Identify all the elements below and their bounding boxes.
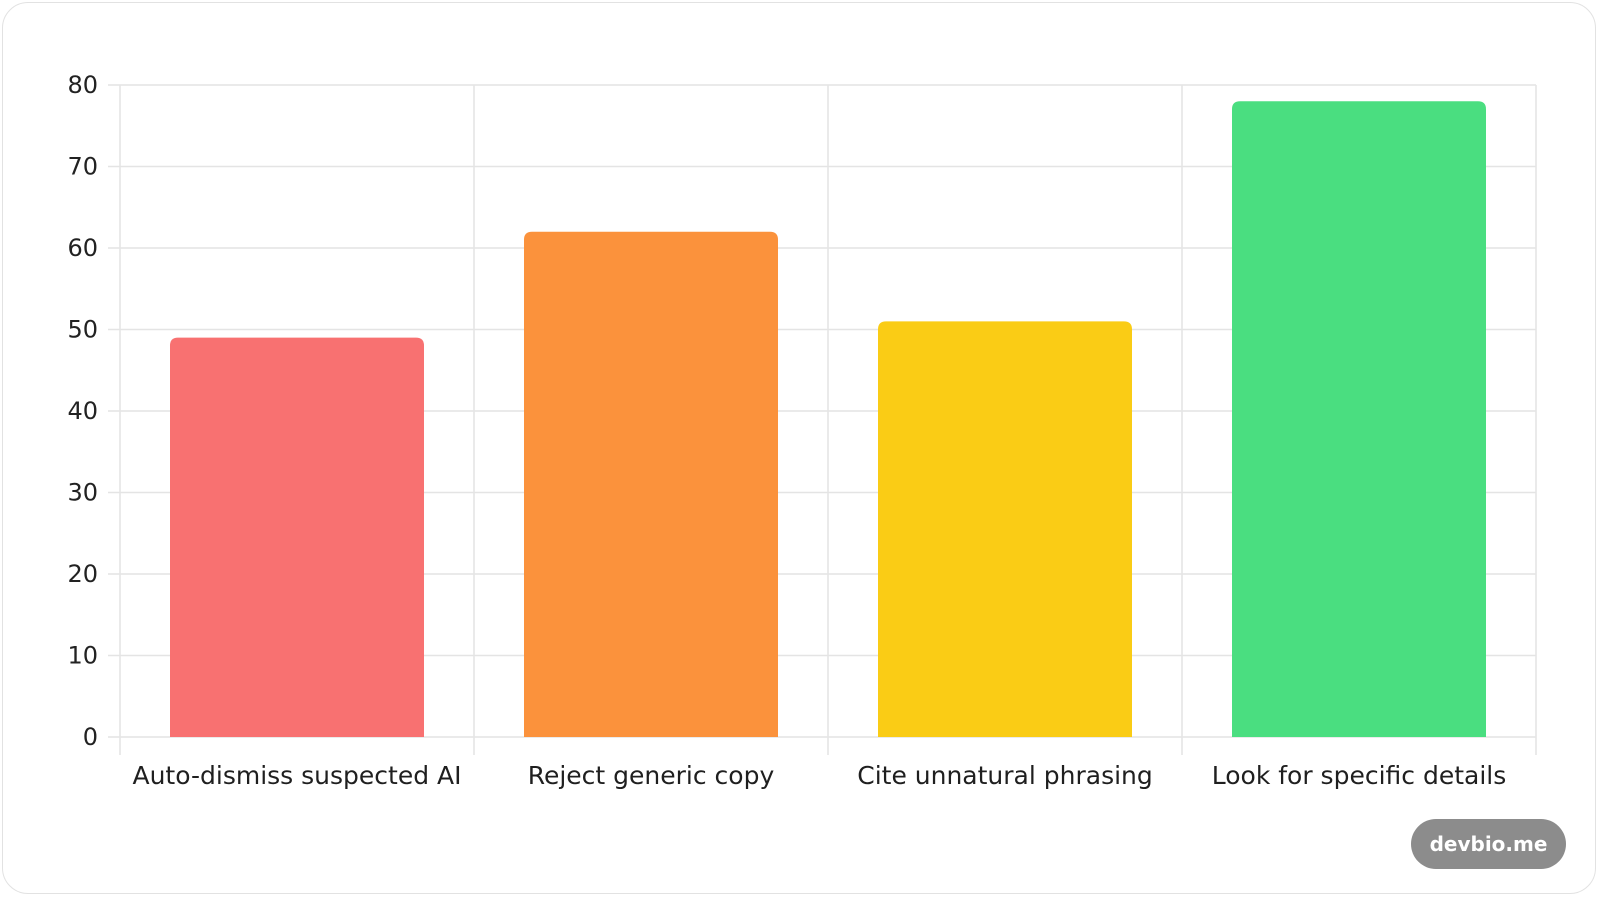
y-tick-label: 60 <box>67 234 98 262</box>
y-tick-label: 80 <box>67 71 98 99</box>
y-tick-label: 0 <box>83 723 98 751</box>
y-tick-label: 30 <box>67 479 98 507</box>
y-tick-label: 50 <box>67 316 98 344</box>
y-tick-label: 70 <box>67 153 98 181</box>
y-tick-label: 20 <box>67 560 98 588</box>
y-tick-label: 10 <box>67 642 98 670</box>
x-category-label: Cite unnatural phrasing <box>857 761 1153 790</box>
watermark-badge: devbio.me <box>1411 819 1566 869</box>
bar <box>878 321 1132 737</box>
bar <box>1232 101 1486 738</box>
bar <box>524 231 778 737</box>
x-axis-labels: Auto-dismiss suspected AI Reject generic … <box>132 761 1506 790</box>
y-axis-ticks: 0 10 20 30 40 50 60 70 80 <box>67 71 98 751</box>
y-tick-label: 40 <box>67 397 98 425</box>
bars <box>170 101 1486 738</box>
bar <box>170 337 424 737</box>
x-category-label: Reject generic copy <box>528 761 775 790</box>
x-category-label: Auto-dismiss suspected AI <box>132 761 461 790</box>
x-category-label: Look for specific details <box>1212 761 1507 790</box>
